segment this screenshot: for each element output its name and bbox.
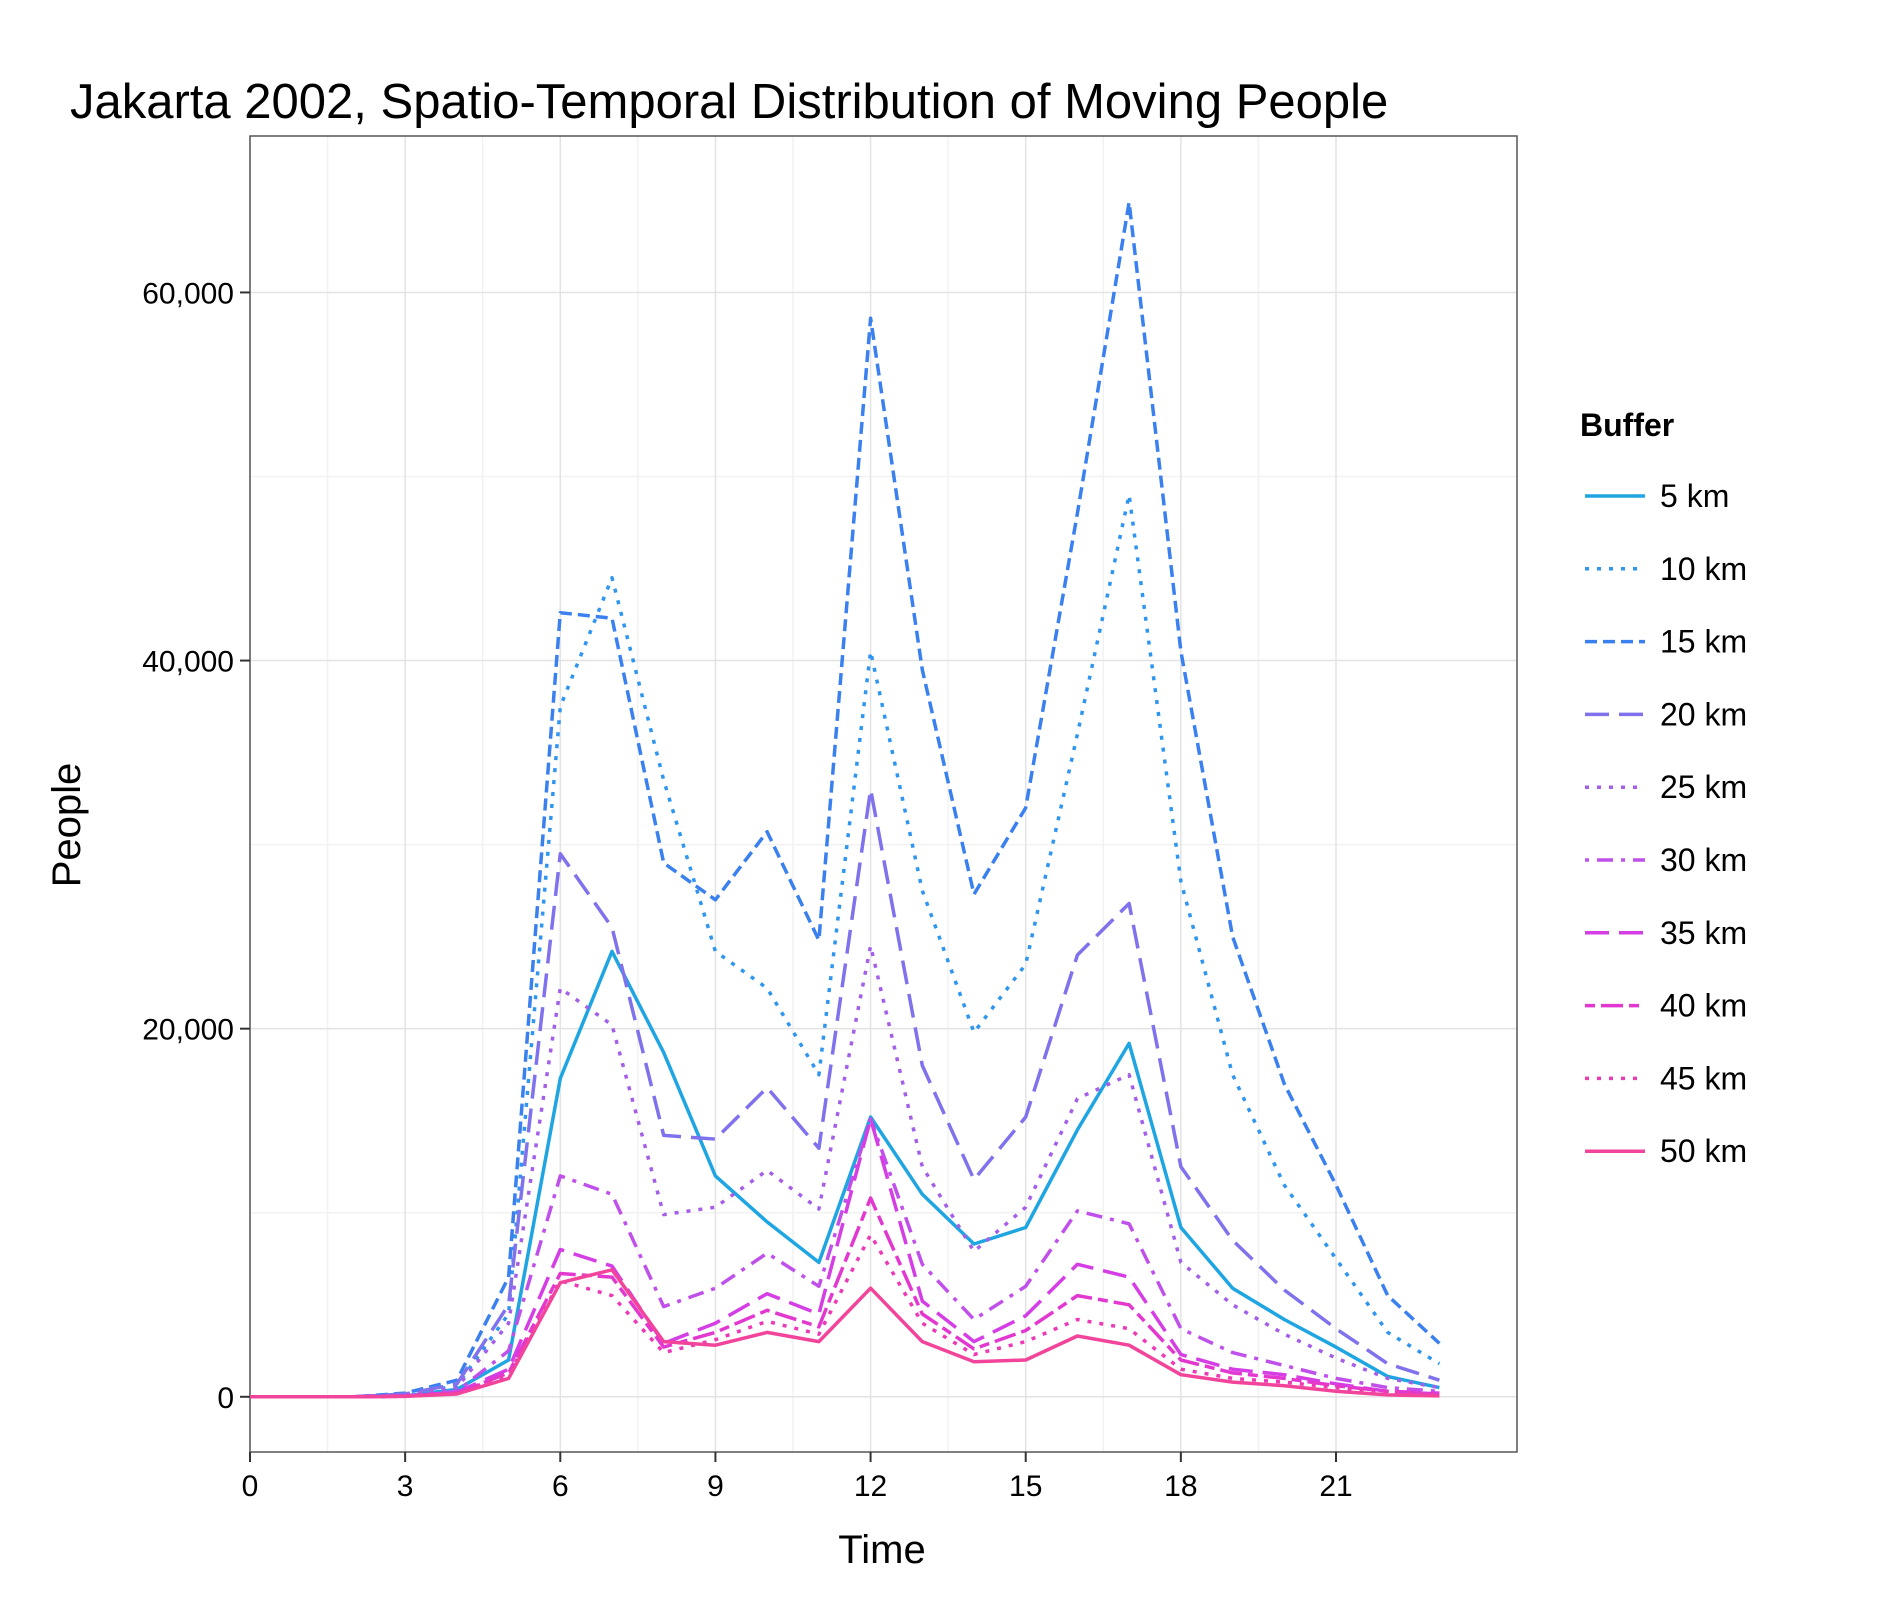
plot-panel [249, 135, 1518, 1453]
x-tick-label: 6 [552, 1470, 569, 1503]
series-line [250, 200, 1441, 1399]
legend: Buffer 5 km 10 km 15 km 20 km 25 km 30 km 35 k… [1580, 407, 1747, 1169]
x-tick-label: 3 [397, 1470, 414, 1503]
chart-title: Jakarta 2002, Spatio-Temporal Distributi… [70, 75, 1388, 129]
legend-label: 35 km [1660, 915, 1747, 951]
x-tick-label: 12 [854, 1470, 887, 1503]
x-tick-label: 9 [707, 1470, 724, 1503]
series-line [250, 787, 1440, 1399]
y-tick-label: 60,000 [142, 277, 234, 310]
legend-label: 45 km [1660, 1060, 1747, 1096]
x-tick-label: 21 [1319, 1470, 1352, 1503]
x-tick-label: 18 [1164, 1470, 1197, 1503]
legend-label: 40 km [1660, 988, 1747, 1024]
legend-label: 20 km [1660, 696, 1747, 732]
legend-label: 5 km [1660, 478, 1729, 514]
legend-title: Buffer [1580, 407, 1674, 443]
legend-label: 30 km [1660, 842, 1747, 878]
panel-border [249, 135, 1518, 1453]
legend-label: 10 km [1660, 551, 1747, 587]
series-line [250, 944, 1440, 1399]
legend-label: 25 km [1660, 769, 1747, 805]
y-tick-label: 40,000 [142, 646, 234, 679]
x-tick-label: 0 [242, 1470, 259, 1503]
x-tick-label: 15 [1009, 1470, 1042, 1503]
y-tick-label: 0 [217, 1382, 234, 1415]
series-line [250, 1268, 1440, 1399]
axes: 0 20,000 40,000 60,000 0 3 6 9 12 15 18 21 [142, 277, 1352, 1503]
y-axis-title: People [45, 763, 89, 888]
y-tick-label: 20,000 [142, 1014, 234, 1047]
panel-background [250, 136, 1517, 1452]
series-line [250, 1233, 1440, 1399]
x-axis-title: Time [838, 1528, 925, 1572]
series-line [250, 1117, 1440, 1399]
legend-label: 15 km [1660, 624, 1747, 660]
legend-label: 50 km [1660, 1133, 1747, 1169]
series-lines [250, 200, 1441, 1399]
